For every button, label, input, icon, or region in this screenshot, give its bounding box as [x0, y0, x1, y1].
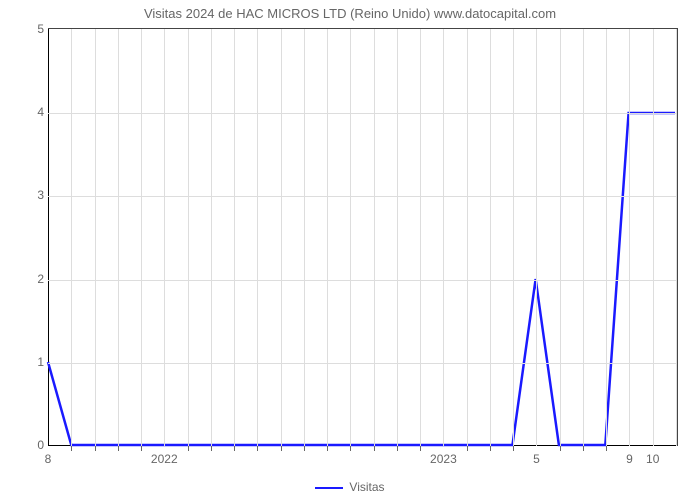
x-minor-tick	[560, 446, 561, 451]
x-tick-label: 8	[45, 452, 52, 466]
x-tick-label: 10	[646, 452, 659, 466]
gridline-v	[397, 29, 398, 446]
x-minor-tick	[234, 446, 235, 451]
x-minor-tick	[374, 446, 375, 451]
gridline-v	[676, 29, 677, 446]
gridline-v	[188, 29, 189, 446]
x-minor-tick	[490, 446, 491, 451]
x-minor-tick	[583, 446, 584, 451]
x-tick-label: 2023	[430, 452, 457, 466]
gridline-v	[281, 29, 282, 446]
gridline-v	[304, 29, 305, 446]
gridline-v	[71, 29, 72, 446]
gridline-v	[95, 29, 96, 446]
gridline-v	[653, 29, 654, 446]
chart-title: Visitas 2024 de HAC MICROS LTD (Reino Un…	[0, 6, 700, 21]
gridline-v	[350, 29, 351, 446]
gridline-v	[490, 29, 491, 446]
gridline-v	[234, 29, 235, 446]
x-minor-tick	[420, 446, 421, 451]
gridline-v	[606, 29, 607, 446]
gridline-v	[513, 29, 514, 446]
x-minor-tick	[350, 446, 351, 451]
gridline-v	[420, 29, 421, 446]
x-minor-tick	[211, 446, 212, 451]
legend-label: Visitas	[349, 480, 384, 494]
y-tick-label: 2	[4, 272, 44, 286]
gridline-v	[583, 29, 584, 446]
gridline-v	[443, 29, 444, 446]
x-tick-label: 5	[533, 452, 540, 466]
y-tick-label: 1	[4, 355, 44, 369]
x-minor-tick	[606, 446, 607, 451]
y-tick-label: 0	[4, 438, 44, 452]
gridline-v	[211, 29, 212, 446]
x-tick-label: 9	[626, 452, 633, 466]
gridline-v	[536, 29, 537, 446]
legend-swatch	[315, 487, 343, 489]
x-minor-tick	[281, 446, 282, 451]
x-minor-tick	[327, 446, 328, 451]
x-minor-tick	[141, 446, 142, 451]
y-tick-label: 3	[4, 188, 44, 202]
gridline-v	[629, 29, 630, 446]
gridline-v	[257, 29, 258, 446]
x-minor-tick	[71, 446, 72, 451]
legend: Visitas	[0, 480, 700, 494]
plot-area	[48, 28, 678, 446]
x-minor-tick	[95, 446, 96, 451]
x-minor-tick	[188, 446, 189, 451]
y-tick-label: 5	[4, 22, 44, 36]
x-minor-tick	[467, 446, 468, 451]
x-minor-tick	[118, 446, 119, 451]
x-tick-label: 2022	[151, 452, 178, 466]
x-minor-tick	[397, 446, 398, 451]
gridline-v	[118, 29, 119, 446]
gridline-v	[164, 29, 165, 446]
gridline-v	[327, 29, 328, 446]
gridline-v	[141, 29, 142, 446]
gridline-v	[374, 29, 375, 446]
y-tick-label: 4	[4, 105, 44, 119]
x-minor-tick	[304, 446, 305, 451]
gridline-v	[467, 29, 468, 446]
gridline-v	[560, 29, 561, 446]
x-minor-tick	[257, 446, 258, 451]
x-minor-tick	[513, 446, 514, 451]
